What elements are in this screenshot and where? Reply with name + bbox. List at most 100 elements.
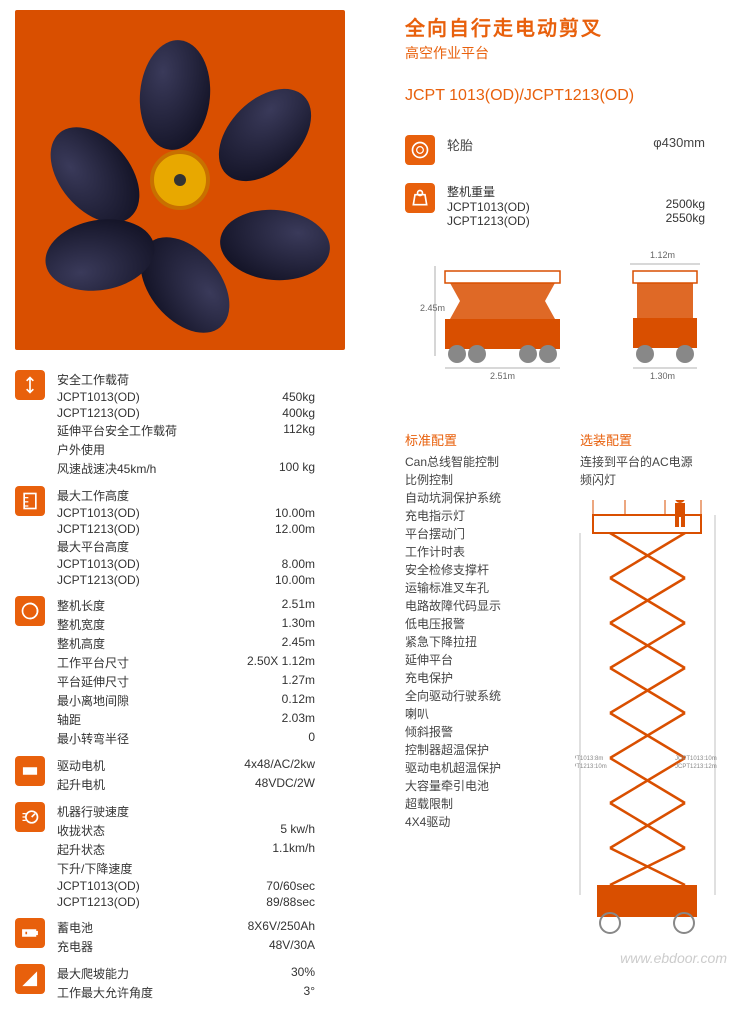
spec-value: 1.27m [215, 673, 315, 690]
weight-icon [405, 183, 435, 213]
spec-row: JCPT1213(OD)12.00m [57, 521, 315, 537]
model-code: JCPT 1013(OD)/JCPT1213(OD) [405, 87, 725, 105]
spec-row: 蓄电池8X6V/250Ah [57, 918, 315, 937]
spec-label: 蓄电池 [57, 919, 215, 936]
spec-weight: 整机重量 JCPT1013(OD) JCPT1213(OD) 2500kg 25… [405, 183, 725, 228]
spec-label: 充电器 [57, 938, 215, 955]
fig-label-r2: JCPT1213:12m [675, 764, 717, 770]
spec-value: 112kg [215, 422, 315, 439]
spec-label: 机器行驶速度 [57, 803, 215, 820]
spec-row: JCPT1213(OD)400kg [57, 405, 315, 421]
fig-label-l2: JCPT1213:10m [575, 764, 607, 770]
speed-icon [15, 802, 45, 832]
config-item: 低电压报警 [405, 615, 550, 633]
config-item: 超载限制 [405, 795, 550, 813]
spec-value [215, 441, 315, 458]
spec-label: 户外使用 [57, 441, 215, 458]
spec-value [215, 538, 315, 555]
spec-row: 平台延伸尺寸1.27m [57, 672, 315, 691]
spec-value: 100 kg [215, 460, 315, 477]
weight-m2-label: JCPT1213(OD) [447, 214, 530, 228]
std-config-title: 标准配置 [405, 430, 550, 449]
weight-m1-value: 2500kg [666, 197, 705, 211]
spec-row: 轴距2.03m [57, 710, 315, 729]
spec-value [215, 803, 315, 820]
spec-label: 最大工作高度 [57, 487, 215, 504]
spec-label: 下升/下降速度 [57, 860, 215, 877]
title-main: 全向自行走电动剪叉 [405, 12, 725, 41]
spec-value: 8X6V/250Ah [215, 919, 315, 936]
spec-row: 工作平台尺寸2.50X 1.12m [57, 653, 315, 672]
spec-value: 1.30m [215, 616, 315, 633]
spec-label: 整机长度 [57, 597, 215, 614]
spec-label: 起升状态 [57, 841, 215, 858]
spec-label: JCPT1213(OD) [57, 406, 215, 420]
spec-row: JCPT1013(OD)450kg [57, 389, 315, 405]
spec-value [215, 487, 315, 504]
spec-value: 450kg [215, 390, 315, 404]
spec-label: 轴距 [57, 711, 215, 728]
spec-label: JCPT1013(OD) [57, 879, 215, 893]
spec-value: 2.50X 1.12m [215, 654, 315, 671]
spec-section: 机器行驶速度收拢状态5 kw/h起升状态1.1km/h下升/下降速度JCPT10… [15, 802, 315, 910]
spec-label: JCPT1213(OD) [57, 895, 215, 909]
spec-label: 工作最大允许角度 [57, 984, 215, 1001]
spec-label: 最小转弯半径 [57, 730, 215, 747]
spec-value: 70/60sec [215, 879, 315, 893]
spec-row: 收拢状态5 kw/h [57, 821, 315, 840]
config-item: 平台摆动门 [405, 525, 550, 543]
spec-row: 安全工作载荷 [57, 370, 315, 389]
spec-row: 最小离地间隙0.12m [57, 691, 315, 710]
spec-value [215, 860, 315, 877]
title-sub: 高空作业平台 [405, 43, 725, 63]
spec-section: 最大工作高度JCPT1013(OD)10.00mJCPT1213(OD)12.0… [15, 486, 315, 588]
tire-label: 轮胎 [447, 135, 567, 154]
weight-m2-value: 2550kg [666, 211, 705, 225]
config-item: 4X4驱动 [405, 813, 550, 831]
spec-row: 驱动电机4x48/AC/2kw [57, 756, 315, 775]
spec-value: 0.12m [215, 692, 315, 709]
config-item: 运输标准叉车孔 [405, 579, 550, 597]
spec-label: 起升电机 [57, 776, 215, 793]
spec-label: JCPT1213(OD) [57, 573, 215, 587]
config-item: 喇叭 [405, 705, 550, 723]
spec-label: 工作平台尺寸 [57, 654, 215, 671]
spec-value: 4x48/AC/2kw [215, 757, 315, 774]
config-item: 大容量牵引电池 [405, 777, 550, 795]
spec-value: 5 kw/h [215, 822, 315, 839]
spec-label: 收拢状态 [57, 822, 215, 839]
config-item: 安全检修支撑杆 [405, 561, 550, 579]
spec-label: 延伸平台安全工作载荷 [57, 422, 215, 439]
spec-tire: 轮胎 φ430mm [405, 135, 725, 165]
config-item: 充电保护 [405, 669, 550, 687]
config-item: 延伸平台 [405, 651, 550, 669]
spec-value: 2.03m [215, 711, 315, 728]
config-item: 驱动电机超温保护 [405, 759, 550, 777]
spec-label: 最大平台高度 [57, 538, 215, 555]
spec-row: 风速战速决45km/h100 kg [57, 459, 315, 478]
opt-config-title: 选装配置 [580, 430, 725, 449]
dim-front-top: 1.12m [650, 250, 675, 260]
motor-icon [15, 756, 45, 786]
spec-value: 12.00m [215, 522, 315, 536]
tire-icon [405, 135, 435, 165]
config-item: 比例控制 [405, 471, 550, 489]
spec-row: 下升/下降速度 [57, 859, 315, 878]
fig-label-l1: JCPT1013:8m [575, 756, 603, 762]
dim-icon [15, 596, 45, 626]
spec-row: 最大平台高度 [57, 537, 315, 556]
spec-value [215, 371, 315, 388]
dim-side-height: 2.45m [420, 303, 445, 313]
spec-value: 400kg [215, 406, 315, 420]
watermark: www.ebdoor.com [620, 950, 727, 966]
spec-value: 3° [215, 984, 315, 1001]
spec-section: 蓄电池8X6V/250Ah充电器48V/30A [15, 918, 315, 956]
spec-value: 2.45m [215, 635, 315, 652]
spec-row: 户外使用 [57, 440, 315, 459]
weight-label: 整机重量 [447, 183, 530, 200]
spec-value: 2.51m [215, 597, 315, 614]
battery-icon [15, 918, 45, 948]
spec-row: JCPT1013(OD)70/60sec [57, 878, 315, 894]
spec-section: 安全工作载荷JCPT1013(OD)450kgJCPT1213(OD)400kg… [15, 370, 315, 478]
config-item: 频闪灯 [580, 471, 725, 489]
